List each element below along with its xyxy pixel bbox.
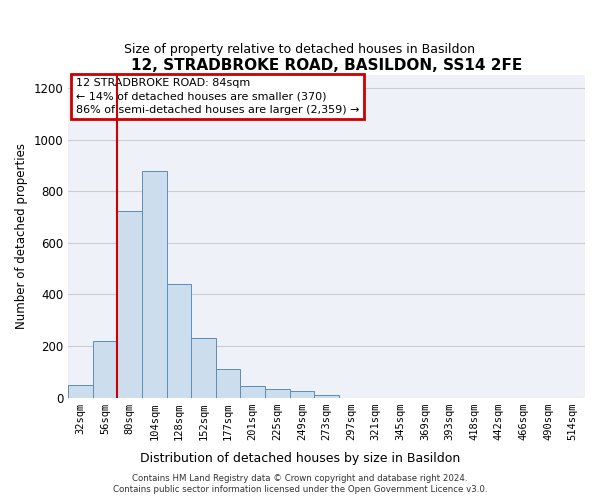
Bar	[314, 394, 339, 398]
Y-axis label: Number of detached properties: Number of detached properties	[15, 144, 28, 330]
Bar	[216, 370, 241, 398]
Bar	[142, 170, 167, 398]
Text: Contains HM Land Registry data © Crown copyright and database right 2024.
Contai: Contains HM Land Registry data © Crown c…	[113, 474, 487, 494]
Text: Size of property relative to detached houses in Basildon: Size of property relative to detached ho…	[125, 42, 476, 56]
Bar	[290, 391, 314, 398]
Bar	[118, 210, 142, 398]
Bar	[191, 338, 216, 398]
Title: 12, STRADBROKE ROAD, BASILDON, SS14 2FE: 12, STRADBROKE ROAD, BASILDON, SS14 2FE	[131, 58, 522, 72]
Bar	[167, 284, 191, 398]
Text: 12 STRADBROKE ROAD: 84sqm
← 14% of detached houses are smaller (370)
86% of semi: 12 STRADBROKE ROAD: 84sqm ← 14% of detac…	[76, 78, 359, 114]
Bar	[265, 388, 290, 398]
Bar	[93, 341, 118, 398]
Bar	[241, 386, 265, 398]
Text: Distribution of detached houses by size in Basildon: Distribution of detached houses by size …	[140, 452, 460, 465]
Bar	[68, 384, 93, 398]
